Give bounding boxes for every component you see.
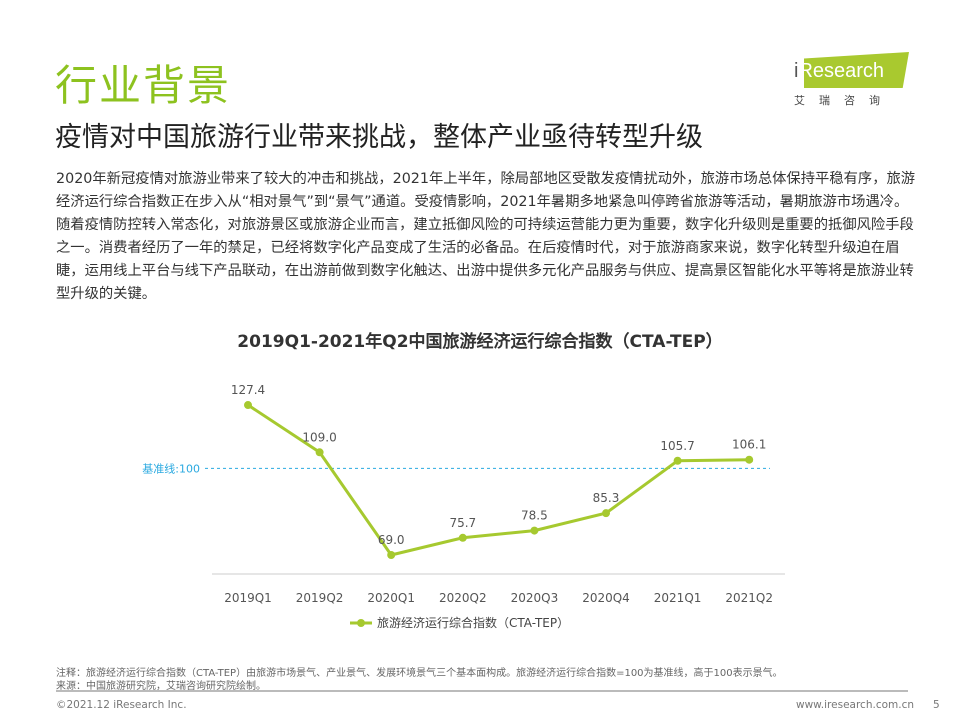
x-tick-label: 2019Q2 xyxy=(296,591,344,605)
chart-source: 来源：中国旅游研究院，艾瑞咨询研究院绘制。 xyxy=(56,681,266,692)
data-point xyxy=(602,509,610,518)
page-subtitle: 疫情对中国旅游行业带来挑战，整体产业亟待转型升级 xyxy=(55,122,703,153)
data-point xyxy=(530,526,539,535)
x-tick-label: 2021Q1 xyxy=(654,591,702,605)
data-label: 127.4 xyxy=(231,383,265,397)
iresearch-logo: iResearch 艾瑞咨询 xyxy=(790,52,910,108)
website-link[interactable]: www.iresearch.com.cn xyxy=(796,699,915,711)
page-title: 行业背景 xyxy=(55,61,232,110)
x-tick-label: 2019Q1 xyxy=(224,591,272,605)
data-label: 109.0 xyxy=(302,430,336,444)
data-label: 105.7 xyxy=(660,439,694,453)
page-number: 5 xyxy=(933,699,940,711)
copyright: ©2021.12 iResearch Inc. xyxy=(56,699,187,711)
baseline-label: 基准线:100 xyxy=(142,461,200,475)
x-tick-label: 2020Q3 xyxy=(511,591,559,605)
data-point xyxy=(244,401,252,410)
x-tick-label: 2020Q2 xyxy=(439,591,487,605)
data-point xyxy=(745,455,754,464)
data-label: 106.1 xyxy=(732,438,766,452)
data-label: 78.5 xyxy=(521,509,548,523)
data-point xyxy=(673,456,682,465)
data-label: 75.7 xyxy=(449,516,476,530)
footer-divider xyxy=(56,690,908,692)
x-tick-label: 2021Q2 xyxy=(725,591,773,605)
data-point xyxy=(458,533,467,542)
series-line xyxy=(247,403,750,557)
intro-paragraph: 2020年新冠疫情对旅游业带来了较大的冲击和挑战，2021年上半年，除局部地区受… xyxy=(56,171,916,302)
chart-note: 注释：旅游经济运行综合指数（CTA-TEP）由旅游市场景气、产业景气、发展环境景… xyxy=(56,668,783,679)
legend-label: 旅游经济运行综合指数（CTA-TEP） xyxy=(377,615,569,630)
legend-marker xyxy=(357,619,365,627)
x-tick-label: 2020Q4 xyxy=(582,591,630,605)
chart-title: 2019Q1-2021年Q2中国旅游经济运行综合指数（CTA-TEP） xyxy=(237,332,723,352)
data-label: 69.0 xyxy=(378,533,405,547)
x-tick-label: 2020Q1 xyxy=(367,591,415,605)
data-point xyxy=(387,551,396,559)
data-label: 85.3 xyxy=(593,491,620,505)
data-point xyxy=(315,448,324,457)
